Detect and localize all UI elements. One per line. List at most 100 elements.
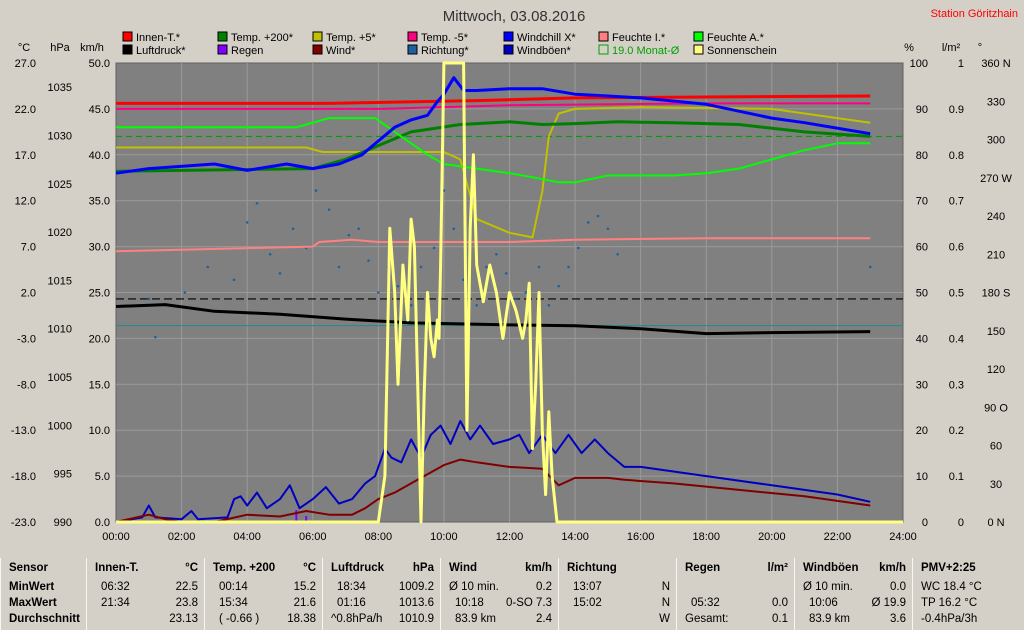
legend-item: 19.0 Monat-Ø xyxy=(598,44,680,57)
stats-sensor: Sensor MinWert MaxWert Durchschnitt xyxy=(0,558,86,630)
richtung-min-time: 13:07 xyxy=(573,581,602,593)
wind-avg-val: 2.4 xyxy=(536,613,552,625)
legend-label: Temp. +200* xyxy=(231,32,294,44)
temp-tick: 12.0 xyxy=(15,196,36,208)
legend-swatch xyxy=(503,31,514,42)
wind-unit: km/h xyxy=(525,562,552,574)
pct-tick: 30 xyxy=(916,379,928,391)
time-tick: 04:00 xyxy=(233,531,261,543)
kmh-tick: 45.0 xyxy=(89,104,110,116)
rain-tick: 0.2 xyxy=(949,425,964,437)
deg-tick: 330 xyxy=(987,96,1005,108)
kmh-tick: 15.0 xyxy=(89,379,110,391)
hpa-tick: 1025 xyxy=(48,179,72,191)
regen-total-val: 0.1 xyxy=(772,613,788,625)
time-tick: 24:00 xyxy=(889,531,917,543)
direction-point xyxy=(419,265,423,269)
direction-point xyxy=(347,233,351,237)
boeen-min-time: Ø 10 min. xyxy=(803,581,853,593)
direction-point xyxy=(586,221,590,224)
temp200-avg-val: 18.38 xyxy=(287,613,316,625)
temp200-max-time: 15:34 xyxy=(219,597,248,609)
hpa-tick: 1010 xyxy=(48,324,72,336)
series-line xyxy=(116,102,871,110)
luftdruck-trend: ^0.8hPa/h xyxy=(331,613,383,625)
legend-swatch xyxy=(312,31,323,42)
direction-point xyxy=(396,284,400,288)
pct-tick: 0 xyxy=(922,517,928,529)
time-tick: 02:00 xyxy=(168,531,196,543)
legend-item: Innen-T.* xyxy=(122,31,181,44)
hpa-unit: hPa xyxy=(50,42,70,54)
kmh-tick: 50.0 xyxy=(89,58,110,70)
temp-tick: -8.0 xyxy=(17,379,36,391)
legend-label: Wind* xyxy=(326,45,356,57)
stats-richtung: Richtung 13:07 N 15:02 N W xyxy=(558,558,676,630)
stats-pmv: PMV+2:25 WC 18.4 °C TP 16.2 °C -0.4hPa/3… xyxy=(912,558,1024,630)
luftdruck-unit: hPa xyxy=(412,562,434,574)
hpa-tick: 1020 xyxy=(48,227,72,239)
boeen-avg-val: 3.6 xyxy=(890,613,906,625)
rain-tick: 0.1 xyxy=(949,471,964,483)
deg-tick: 210 xyxy=(987,249,1005,261)
rain-tick: 0.7 xyxy=(949,196,964,208)
rain-tick: 0.3 xyxy=(949,379,964,391)
rain-tick: 0.6 xyxy=(949,242,964,254)
direction-point xyxy=(255,201,259,205)
deg-tick: 60 xyxy=(990,441,1002,453)
deg-tick: 150 xyxy=(987,326,1005,338)
chart-title: Mittwoch, 03.08.2016 xyxy=(443,8,586,25)
direction-point xyxy=(452,227,456,231)
richtung-avg-val: W xyxy=(659,613,670,625)
time-tick: 22:00 xyxy=(824,531,852,543)
pct-tick: 10 xyxy=(916,471,928,483)
plot-series xyxy=(115,61,903,524)
series-line xyxy=(115,420,871,523)
hpa-tick: 1005 xyxy=(48,372,72,384)
regen-total-label: Gesamt: xyxy=(685,613,729,625)
regen-unit: l/m² xyxy=(767,562,788,574)
kmh-tick: 10.0 xyxy=(89,425,110,437)
luftdruck-header: Luftdruck xyxy=(331,562,385,574)
series-line xyxy=(115,76,871,175)
direction-point xyxy=(357,227,360,231)
legend-item: Regen xyxy=(217,44,263,57)
regen-header: Regen xyxy=(685,562,721,574)
legend-item: Temp. +5* xyxy=(312,31,377,44)
legend-swatch xyxy=(598,44,609,55)
direction-point xyxy=(268,252,272,256)
stats-innen: Innen-T. °C 06:32 22.5 21:34 23.8 23.13 xyxy=(86,558,204,630)
legend-item: Luftdruck* xyxy=(122,44,186,57)
temp200-min-val: 15.2 xyxy=(293,581,316,593)
direction-point xyxy=(154,335,157,339)
richtung-max-val: N xyxy=(661,597,670,609)
legend-item: Richtung* xyxy=(407,44,469,57)
series-line xyxy=(116,61,903,524)
stats-wind: Wind km/h Ø 10 min. 0.2 10:18 0-SO 7.3 8… xyxy=(440,558,558,630)
boeen-min-val: 0.0 xyxy=(890,581,906,593)
direction-point xyxy=(504,272,508,275)
direction-point xyxy=(278,272,282,275)
kmh-tick: 20.0 xyxy=(89,333,110,345)
legend-label: Regen xyxy=(231,45,263,57)
hpa-tick: 990 xyxy=(54,517,72,529)
direction-point xyxy=(495,252,498,256)
direction-point xyxy=(537,265,541,269)
rain-tick: 0.4 xyxy=(949,333,964,345)
legend-label: Feuchte A.* xyxy=(707,32,765,44)
pct-tick: 40 xyxy=(916,333,928,345)
pmv-dewpoint: TP 16.2 °C xyxy=(921,597,978,609)
legend-swatch xyxy=(122,44,133,55)
rain-tick: 0 xyxy=(958,517,964,529)
temp-tick: 7.0 xyxy=(21,242,36,254)
direction-point xyxy=(432,246,436,250)
hpa-tick: 995 xyxy=(54,469,72,481)
hpa-tick: 1000 xyxy=(48,420,72,432)
temp-tick: -18.0 xyxy=(11,471,36,483)
legend-swatch xyxy=(503,44,514,55)
legend-swatch xyxy=(217,44,228,55)
legend-swatch xyxy=(693,31,704,42)
row-max-label: MaxWert xyxy=(9,597,57,609)
temp-tick: 27.0 xyxy=(15,58,36,70)
direction-point xyxy=(291,227,295,231)
